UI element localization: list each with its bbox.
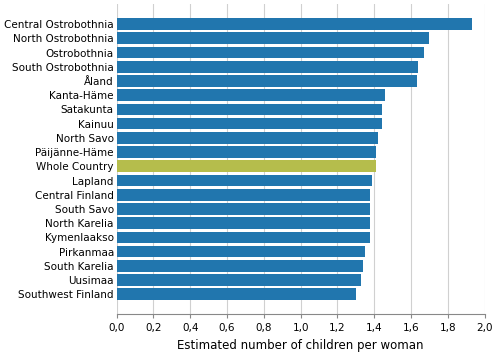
Bar (117, 232, 370, 243)
Bar (117, 118, 382, 130)
Bar (117, 18, 472, 30)
Bar (117, 75, 416, 87)
Bar (117, 203, 370, 215)
Bar (117, 288, 356, 300)
Bar (117, 146, 376, 158)
Bar (117, 246, 365, 257)
Bar (117, 161, 376, 172)
Bar (117, 61, 418, 73)
Bar (117, 218, 370, 229)
Bar (117, 260, 363, 272)
Bar (117, 89, 385, 101)
Bar (117, 104, 382, 115)
Bar (117, 132, 378, 144)
Bar (117, 274, 361, 286)
Bar (117, 175, 372, 187)
Bar (117, 189, 370, 200)
Bar (117, 32, 429, 44)
Bar (117, 47, 424, 58)
X-axis label: Estimated number of children per woman: Estimated number of children per woman (177, 339, 424, 352)
